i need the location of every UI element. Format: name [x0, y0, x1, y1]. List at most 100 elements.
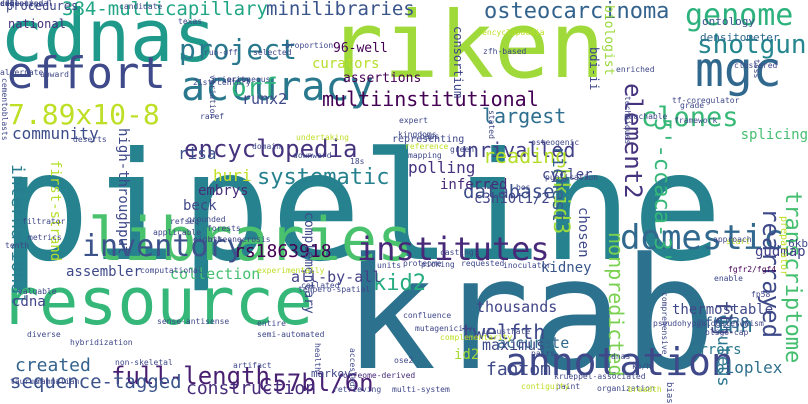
cloud-word-markov: markov	[311, 367, 351, 380]
cloud-word-peachable: peachable	[624, 112, 668, 121]
cloud-word-breadth: breadth	[628, 385, 662, 394]
cloud-word-5-ccaca-3: 5'-ccaca-3'	[649, 118, 674, 264]
cloud-word-cell-type: cell-type	[0, 0, 44, 8]
cloud-word-clones: clones	[641, 102, 739, 133]
cloud-word-twelfth: twelfth	[461, 320, 546, 344]
cloud-word-accuracy: accuracy	[181, 64, 374, 110]
cloud-word-maximus: maximus	[482, 336, 546, 354]
cloud-word-proportion: proportion	[285, 41, 334, 50]
cloud-word-applicable: applicable	[153, 228, 202, 237]
cloud-word-mgc: mgc	[695, 42, 782, 98]
cloud-word-chosen: chosen	[575, 207, 591, 258]
cloud-word-confluence: confluence	[403, 311, 452, 320]
cloud-word-collated: collated	[301, 281, 340, 290]
cloud-word-clustered: clustered	[734, 61, 778, 70]
cloud-word-first-strand: first-strand	[47, 160, 63, 262]
cloud-word-consortium: consortium	[451, 26, 465, 99]
cloud-word-polling: polling	[408, 158, 476, 177]
cloud-word-rs1863918: rs1863918	[234, 241, 332, 262]
cloud-word-raref: raref	[200, 112, 225, 121]
cloud-word-comprehensive: comprehensive	[660, 292, 669, 355]
cloud-word-valuable: valuable	[18, 287, 57, 296]
cloud-word-retrieving: retrieving	[333, 385, 382, 394]
cloud-word-18s: 18s	[350, 157, 365, 166]
cloud-word-curators: curators	[312, 56, 380, 72]
cloud-word-orfeome-derived: orfeome-derived	[343, 371, 416, 380]
cloud-word-dnas: dnas	[611, 352, 631, 361]
cloud-word-created: created	[15, 355, 91, 376]
cloud-word-assembler: assembler	[66, 264, 142, 280]
cloud-word-techniques: techniques	[623, 96, 632, 145]
cloud-word-largest: largest	[482, 104, 567, 128]
cloud-word-fp58: fp58	[751, 290, 771, 299]
cloud-word-run-off: run-off	[204, 48, 238, 57]
cloud-word-sense-antisense: sense-antisense	[157, 317, 230, 326]
cloud-word-reference: reference	[405, 142, 449, 151]
cloud-word-complementary: complementary	[301, 212, 316, 314]
cloud-word-preparator: preparator	[778, 216, 789, 277]
cloud-word-tf-coregulator: tf-coregulator	[672, 96, 740, 105]
cloud-word-domestic: domestic	[620, 218, 784, 258]
cloud-word-tsss: tsss	[752, 59, 761, 79]
cloud-word-experimentally: experimentally	[257, 266, 325, 275]
cloud-word-cdna: cdna	[12, 294, 46, 310]
cloud-word-picking: picking	[421, 260, 455, 269]
cloud-word-kid2: kid2	[373, 271, 426, 296]
cloud-word-richest: richest	[548, 146, 569, 222]
cloud-word-database: database	[463, 181, 555, 203]
cloud-word-mapping: mapping	[408, 151, 442, 160]
cloud-word-priority: priority	[212, 75, 251, 84]
cloud-word-paint: paint	[556, 382, 581, 391]
cloud-word-non-skeletal: non-skeletal	[115, 358, 173, 367]
cloud-word-tenth: tenth	[5, 241, 30, 250]
cloud-word-mammalian: mammalian	[36, 377, 80, 386]
cloud-word-high-throughput: high-throughput	[115, 128, 131, 255]
cloud-word-pipeline: pipeline	[0, 121, 723, 295]
cloud-word-green: green	[450, 145, 475, 154]
cloud-word-runx2: runx2	[242, 90, 288, 108]
cloud-word-all-by-all: all-by-all	[291, 268, 382, 286]
cloud-word-kb-h: kb/h	[632, 362, 652, 371]
cloud-word-multi-system: multi-system	[392, 385, 450, 394]
cloud-word-illustrate: illustrate	[482, 327, 531, 336]
cloud-word-community: community	[12, 124, 99, 143]
cloud-word-riken: riken	[328, 0, 605, 99]
cloud-word-tempero-spatial: tempero-spatial	[298, 285, 371, 294]
cloud-word-rearrayed: rearrayed	[757, 208, 785, 339]
cloud-word-grade: grade	[680, 101, 705, 110]
cloud-word-expert: expert	[399, 116, 428, 125]
cloud-word-publication: publication	[545, 173, 598, 182]
cloud-word-effort: effort	[7, 48, 166, 99]
cloud-word-pairs: pairs	[531, 349, 556, 358]
cloud-word-zfp238: zfp238	[695, 314, 750, 332]
cloud-word-element2: element2	[619, 83, 647, 199]
cloud-word-texas: texas	[178, 17, 203, 26]
cloud-word-fgfr2-fgf4: fgfr2/fgf4	[728, 265, 777, 274]
cloud-word-unrivalled: unrivalled	[455, 138, 576, 162]
cloud-word-21st-century: 21st-century	[193, 78, 251, 87]
cloud-word-refseq: refseq	[170, 217, 199, 226]
cloud-word-kingdoms: kingdoms	[398, 130, 437, 139]
cloud-word-paps: paps	[420, 132, 440, 141]
cloud-word-sequence-tagged: sequence-tagged	[10, 371, 182, 393]
cloud-word-huri: huri	[213, 166, 252, 185]
cloud-word-health: health	[313, 343, 322, 372]
cloud-word-multiinstitutional: multiinstitutional	[322, 87, 539, 111]
cloud-word-thermostable: thermostable	[672, 302, 774, 318]
cloud-word-proteome: proteome	[403, 259, 442, 268]
cloud-word-encyclopaedia: encyclopaedia	[482, 28, 545, 37]
cloud-word-collection: collection	[170, 265, 261, 283]
cloud-word-institutes: institutes	[357, 230, 550, 268]
cloud-word-ctx: ctx	[0, 0, 15, 8]
cloud-word-shotgun: shotgun	[697, 30, 807, 60]
cloud-word-orf: orf	[231, 73, 278, 103]
cloud-word-enable: enable	[714, 274, 743, 283]
cloud-word-sequenced: sequenced	[0, 0, 44, 8]
cloud-word-semi-automated: semi-automated	[257, 330, 325, 339]
cloud-word-gudmap: gudmap	[755, 244, 806, 260]
cloud-word-upward: upward	[40, 70, 69, 79]
cloud-word-start: start	[726, 237, 751, 246]
cloud-word-zfh-based: zfh-based	[483, 47, 527, 56]
cloud-word-mutagenicity: mutagenicity	[415, 324, 473, 333]
